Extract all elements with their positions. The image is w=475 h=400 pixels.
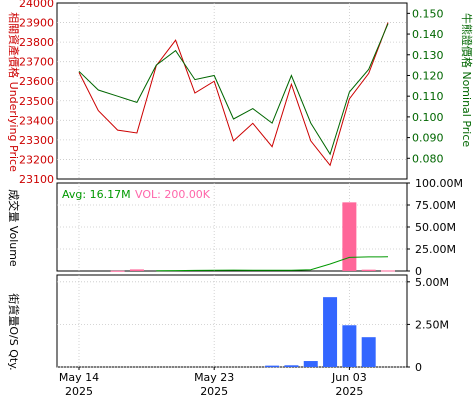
left-tick-label: 23200 [19,153,54,166]
left-tick-label: 23600 [19,75,54,88]
left-tick-label: 23700 [19,56,54,69]
volume-legend-avg: Avg: 16.17M [62,188,131,201]
volume-bar [110,270,125,272]
volume-tick-label: 0 [415,265,422,278]
volume-axis-title: 成交量 Volume [7,189,21,267]
right-axis-title: 牛熊證價格 Nominal Price [460,13,474,148]
volume-bars [110,202,395,272]
right-tick-label: 0.130 [412,49,444,62]
left-tick-label: 23800 [19,36,54,49]
volume-tick-label: 100.00M [415,177,463,190]
right-tick-label: 0.140 [412,28,444,41]
volume-axis-ticks: 0 25.00M 50.00M 75.00M 100.00M [407,177,463,278]
underlying-price-line [78,22,389,167]
volume-tick-label: 25.00M [415,243,456,256]
left-tick-label: 23900 [19,17,54,30]
os-qty-tick-label: 0 [415,361,422,374]
right-axis-ticks: 0.080 0.090 0.100 0.110 0.120 0.130 0.140 0.150 [407,7,444,165]
volume-bar [381,270,395,272]
os-qty-axis-ticks: 0 2.50M 5.00M [407,276,449,374]
os-qty-bar [323,297,338,367]
os-qty-tick-label: 5.00M [415,276,449,289]
right-tick-label: 0.090 [412,132,444,145]
nominal-price-line [78,23,389,156]
os-qty-bars [265,297,376,368]
x-tick-label-date: May 14 [59,371,99,384]
os-qty-bar [265,365,280,368]
left-tick-label: 24000 [19,0,54,10]
volume-tick-label: 75.00M [415,199,456,212]
right-tick-label: 0.150 [412,7,444,20]
left-tick-label: 23400 [19,114,54,127]
left-axis-ticks: 23100 23200 23300 23400 23500 23600 23700 23800… [19,0,54,186]
x-tick-label-year: 2025 [335,385,363,398]
price-lines [78,22,389,167]
x-tick-label-year: 2025 [200,385,228,398]
x-tick-label-date: May 23 [194,371,234,384]
x-grid [78,3,350,367]
x-tick-label-date: Jun 03 [331,371,367,384]
os-qty-bar [303,361,318,367]
volume-tick-label: 50.00M [415,221,456,234]
right-tick-label: 0.120 [412,69,444,82]
left-tick-label: 23100 [19,173,54,186]
os-qty-bar [342,325,357,367]
right-tick-label: 0.100 [412,111,444,124]
x-tick-label-year: 2025 [65,385,93,398]
os-qty-bar [361,337,376,367]
price-panel-frame [56,2,408,180]
volume-average-line [156,256,389,272]
volume-bar [342,202,357,271]
left-tick-label: 23300 [19,134,54,147]
os-qty-axis-title: 街貨量O/S Qty. [7,293,21,370]
left-tick-label: 23500 [19,95,54,108]
right-tick-label: 0.110 [412,90,444,103]
volume-bar [129,269,144,271]
os-qty-bar [284,365,299,367]
volume-bar [361,269,376,271]
volume-legend-vol: VOL: 200.00K [135,188,211,201]
os-qty-tick-label: 2.50M [415,318,449,331]
left-axis-title: 相關資產價格 Underlying Price [7,12,21,172]
right-tick-label: 0.080 [412,152,444,165]
